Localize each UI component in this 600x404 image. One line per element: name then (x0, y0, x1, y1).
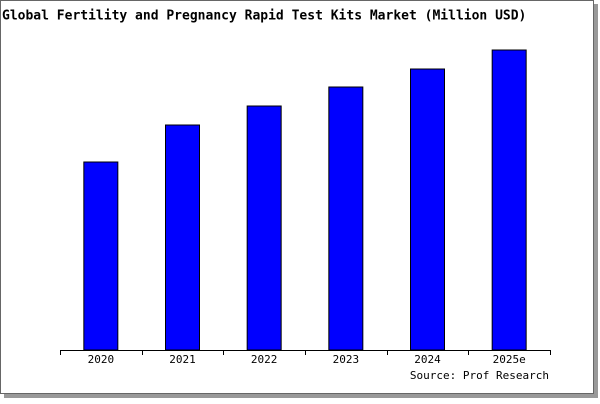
x-tick-label: 2024 (414, 353, 441, 366)
bar (491, 49, 527, 351)
x-tick-label: 2020 (88, 353, 115, 366)
x-tick-label: 2021 (169, 353, 196, 366)
bar (165, 124, 200, 351)
bar (328, 86, 364, 351)
bar (246, 105, 282, 351)
bar (410, 68, 445, 351)
chart-title: Global Fertility and Pregnancy Rapid Tes… (2, 9, 526, 24)
source-note: Source: Prof Research (410, 369, 549, 382)
x-tick-label: 2023 (333, 353, 360, 366)
bar (83, 161, 119, 351)
x-tick-label: 2022 (251, 353, 278, 366)
x-tick-label: 2025e (493, 353, 526, 366)
